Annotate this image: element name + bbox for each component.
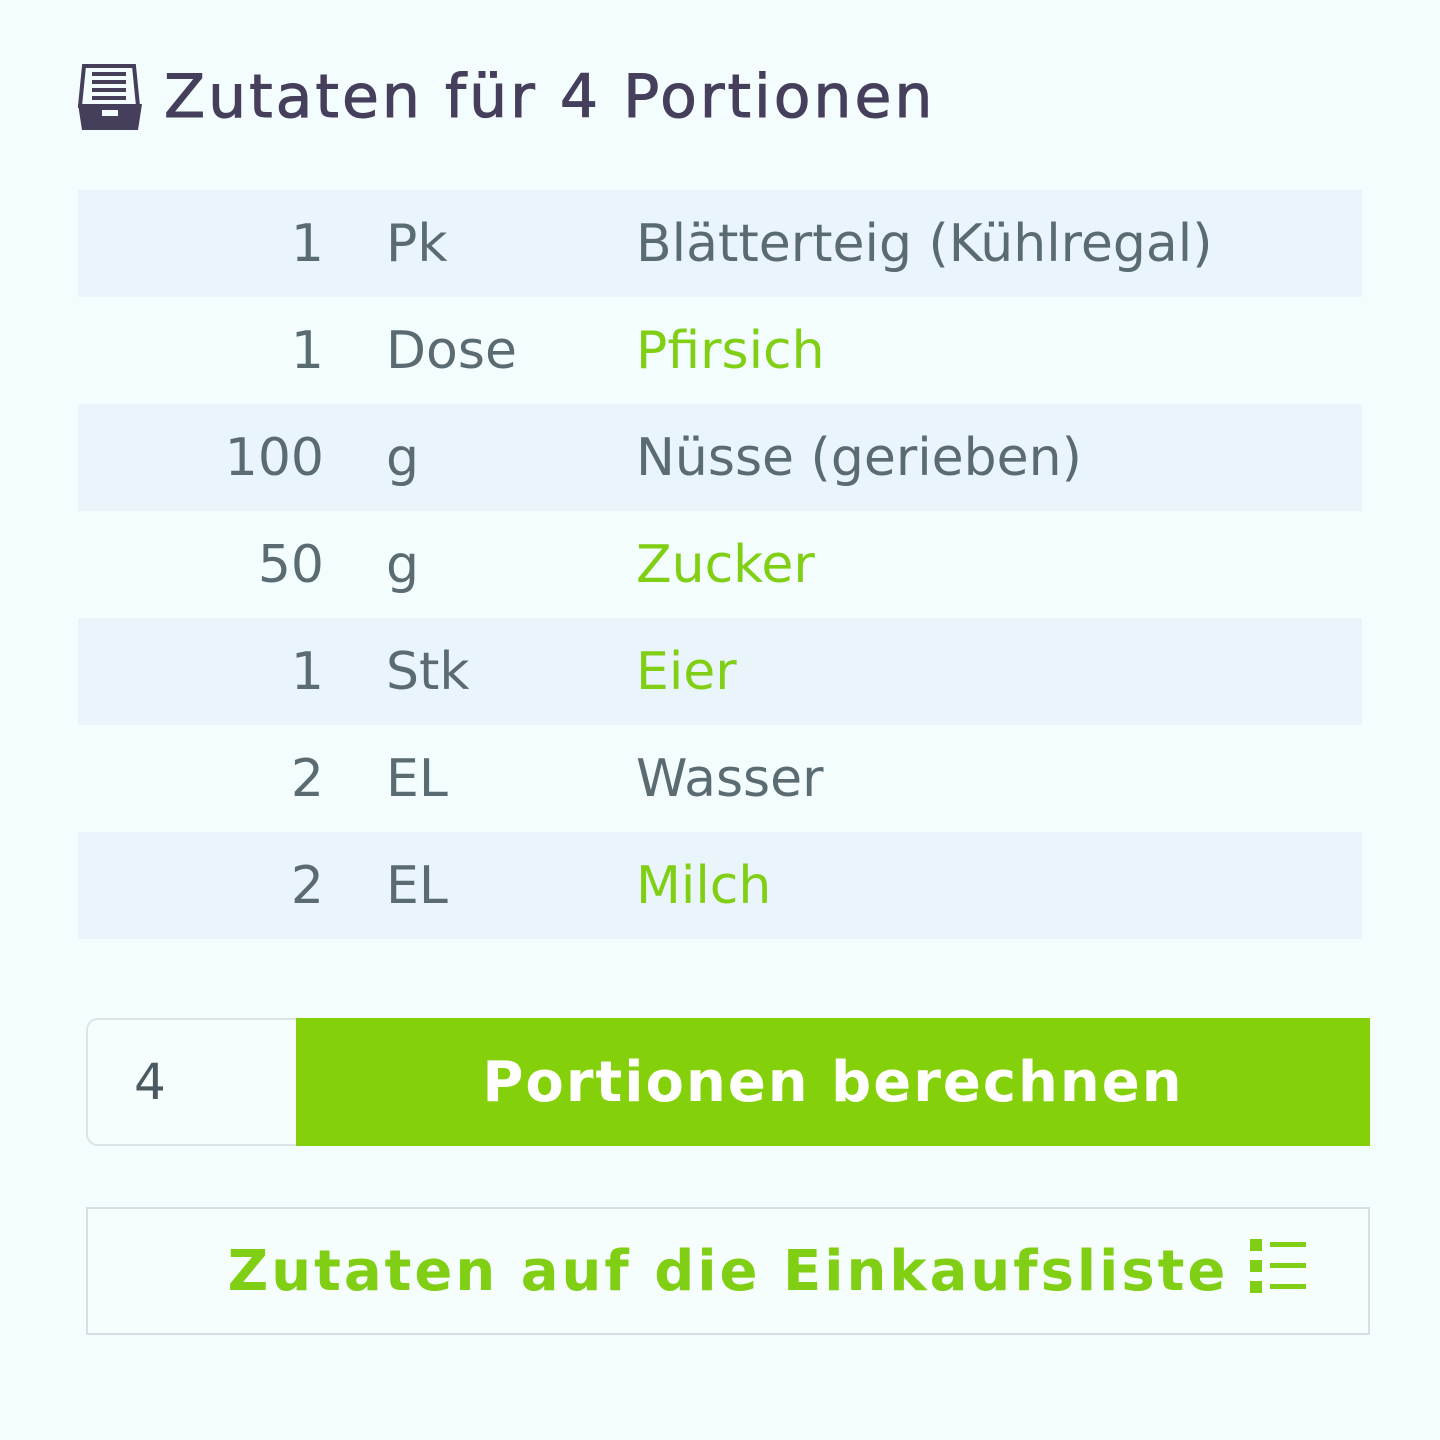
ingredient-amount: 50 [257,534,324,595]
ingredient-unit: Dose [386,320,517,381]
ingredient-unit: g [386,427,420,488]
ingredient-link[interactable]: Zucker [636,534,815,595]
ingredient-name: Blätterteig (Kühlregal) [636,213,1213,274]
ingredient-link[interactable]: Eier [636,641,737,702]
ingredient-row: 1 Pk Blätterteig (Kühlregal) [78,190,1362,297]
add-to-shopping-list-button[interactable]: Zutaten auf die Einkaufsliste [86,1207,1370,1335]
ingredient-amount: 1 [290,641,324,702]
ingredient-unit: Stk [386,641,470,702]
ingredient-link[interactable]: Pfirsich [636,320,825,381]
ingredient-unit: g [386,534,420,595]
portions-input[interactable] [86,1018,296,1146]
ingredient-amount: 1 [290,320,324,381]
ingredient-unit: EL [386,748,448,809]
ingredient-name: Wasser [636,748,824,809]
ingredient-row: 2 EL Milch [78,832,1362,939]
ingredient-row: 2 EL Wasser [78,725,1362,832]
ingredient-name: Nüsse (gerieben) [636,427,1082,488]
ingredient-row: 100 g Nüsse (gerieben) [78,404,1362,511]
ingredient-amount: 2 [290,748,324,809]
ingredient-row: 1 Stk Eier [78,618,1362,725]
ingredient-row: 50 g Zucker [78,511,1362,618]
calculate-portions-button[interactable]: Portionen berechnen [296,1018,1370,1146]
ingredient-row: 1 Dose Pfirsich [78,297,1362,404]
ingredient-unit: EL [386,855,448,916]
section-header: Zutaten für 4 Portionen [78,62,936,133]
portion-calculator: Portionen berechnen [86,1018,1370,1146]
list-icon [1250,1239,1306,1293]
ingredient-link[interactable]: Milch [636,855,772,916]
ingredient-amount: 100 [224,427,324,488]
ingredient-unit: Pk [386,213,448,274]
ingredient-amount: 1 [290,213,324,274]
shopping-list-label: Zutaten auf die Einkaufsliste [227,1238,1229,1304]
ingredient-amount: 2 [290,855,324,916]
ingredients-table: 1 Pk Blätterteig (Kühlregal) 1 Dose Pfirsich 1… [78,190,1362,939]
inbox-tray-icon [78,64,142,130]
page-title: Zutaten für 4 Portionen [163,62,936,133]
